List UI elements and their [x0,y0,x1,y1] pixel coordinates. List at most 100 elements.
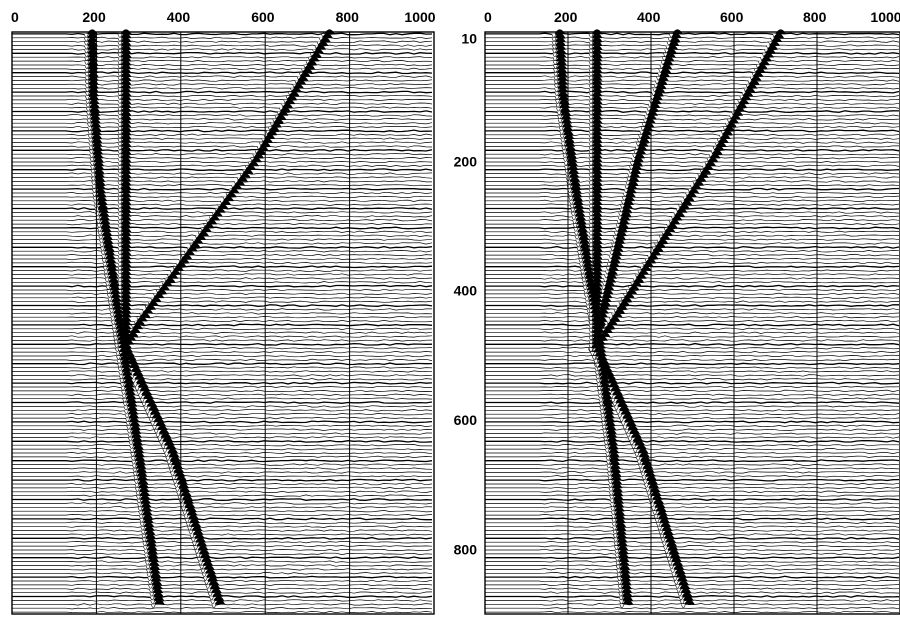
x-tick-label: 1000 [404,9,435,25]
wiggle-positive-lobe [120,149,132,155]
wiggle-negative-lobe [96,220,101,224]
wiggle-negative-lobe [170,472,175,477]
wiggle-negative-lobe [557,119,563,123]
wiggle-positive-lobe [707,157,719,163]
wiggle-positive-lobe [591,141,603,147]
wiggle-negative-lobe [610,511,616,515]
left-seismic-panel: 0 200 400 600 800 1000 [11,9,436,615]
trace-line [12,486,432,490]
trace-line [485,245,900,249]
wiggle-positive-lobe [729,114,742,120]
wiggle-positive-lobe [591,328,603,333]
wiggle-positive-lobe [688,188,700,194]
wiggle-positive-lobe [87,60,99,66]
wiggle-positive-lobe [601,328,613,333]
wiggle-positive-lobe [120,343,132,349]
wiggle-positive-lobe [242,169,254,174]
wiggle-positive-lobe [591,273,603,279]
wiggle-negative-lobe [552,49,557,54]
wiggle-negative-lobe [601,421,606,426]
wiggle-negative-lobe [132,468,138,473]
wiggle-positive-lobe [555,56,567,62]
wiggle-negative-lobe [551,41,557,46]
wiggle-negative-lobe [566,181,571,186]
wiggle-negative-lobe [124,414,130,418]
wiggle-positive-lobe [558,99,570,105]
trace-line [12,48,433,51]
wiggle-positive-lobe [591,293,603,299]
trace-line [485,226,900,230]
wiggle-negative-lobe [599,402,604,407]
wiggle-negative-lobe [103,266,108,271]
trace-line [12,273,433,276]
wiggle-negative-lobe [570,208,575,213]
wiggle-negative-lobe [150,600,155,605]
wiggle-negative-lobe [606,464,612,469]
wiggle-positive-lobe [140,390,153,396]
x-tick-label: 0 [11,9,19,25]
wiggle-positive-lobe [141,506,153,512]
wiggle-negative-lobe [621,421,626,426]
wiggle-positive-lobe [734,106,746,112]
wiggle-negative-lobe [106,289,112,294]
wiggle-negative-lobe [584,293,589,298]
wiggle-negative-lobe [149,596,155,601]
trace-line [485,319,900,323]
wiggle-negative-lobe [572,224,578,228]
wiggle-negative-lobe [588,165,594,170]
wiggle-negative-lobe [571,212,576,217]
wiggle-positive-lobe [649,250,662,256]
wiggle-positive-lobe [147,405,160,411]
wiggle-negative-lobe [664,549,669,554]
trace-line [12,180,432,183]
wiggle-positive-lobe [591,277,603,283]
trace-line [485,490,900,493]
trace-line [485,498,900,501]
wiggle-negative-lobe [613,542,619,546]
wiggle-negative-lobe [145,561,150,566]
wiggle-negative-lobe [92,189,97,193]
wiggle-negative-lobe [117,41,123,46]
wiggle-negative-lobe [678,596,684,601]
trace-line [12,378,433,381]
wiggle-negative-lobe [593,359,599,364]
x-tick-label: 600 [251,9,275,25]
wiggle-positive-lobe [668,41,680,46]
wiggle-negative-lobe [618,592,624,597]
wiggle-negative-lobe [588,57,594,61]
wiggle-positive-lobe [143,522,155,527]
trace-line [12,265,433,269]
wiggle-positive-lobe [120,304,132,310]
wiggle-negative-lobe [588,169,594,174]
wiggle-positive-lobe [591,184,603,190]
wiggle-positive-lobe [92,153,104,159]
wiggle-positive-lobe [128,363,140,368]
wiggle-negative-lobe [145,565,151,570]
wiggle-positive-lobe [630,281,642,287]
wiggle-positive-lobe [611,250,623,256]
wiggle-negative-lobe [588,138,594,143]
wiggle-positive-lobe [203,564,215,570]
trace-line [485,48,900,51]
trace-line [485,75,900,78]
wiggle-negative-lobe [588,107,594,112]
wiggle-positive-lobe [315,44,327,50]
wiggle-negative-lobe [117,169,123,174]
wiggle-negative-lobe [588,212,594,217]
trace-line [12,269,433,272]
y-tick-label: 800 [454,541,478,557]
wiggle-negative-lobe [559,134,565,139]
trace-line [12,389,433,392]
wiggle-negative-lobe [109,309,114,314]
wiggle-negative-lobe [135,487,140,492]
wiggle-positive-lobe [652,498,664,504]
wiggle-positive-lobe [120,285,132,291]
wiggle-negative-lobe [155,433,161,438]
wiggle-positive-lobe [646,110,659,116]
wiggle-negative-lobe [574,235,580,240]
wiggle-positive-lobe [592,347,605,353]
wiggle-negative-lobe [563,158,568,162]
wiggle-positive-lobe [591,122,603,128]
wiggle-negative-lobe [124,410,129,415]
wiggle-positive-lobe [630,432,642,438]
